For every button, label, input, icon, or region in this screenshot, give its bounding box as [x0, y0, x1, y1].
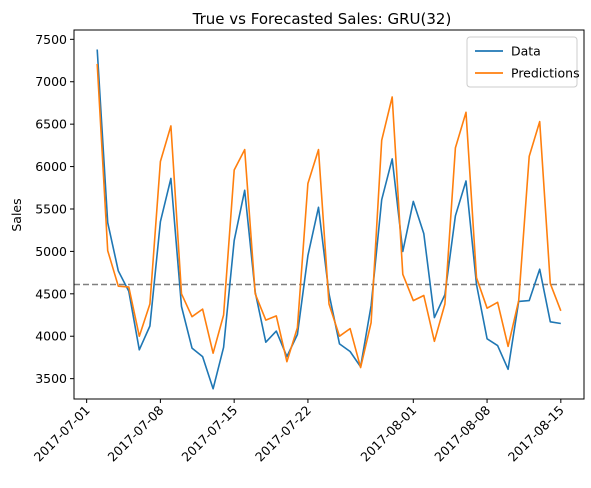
y-tick-label: 5500: [35, 201, 67, 216]
x-axis: 2017-07-01 2017-07-08 2017-07-15 2017-07-22…: [31, 399, 567, 464]
y-tick-label: 6000: [35, 159, 67, 174]
x-tick-label: 2017-07-15: [178, 403, 240, 465]
y-tick-label: 3500: [35, 371, 67, 386]
x-tick-label: 2017-07-22: [252, 403, 314, 465]
x-tick-label: 2017-08-01: [357, 403, 419, 465]
x-tick-label: 2017-07-01: [31, 403, 93, 465]
y-tick-label: 4500: [35, 286, 67, 301]
legend: Data Predictions: [467, 37, 580, 87]
x-tick-label: 2017-07-08: [105, 402, 167, 464]
chart-title: True vs Forecasted Sales: GRU(32): [192, 10, 452, 28]
legend-label-predictions: Predictions: [511, 66, 580, 81]
y-tick-label: 6500: [35, 117, 67, 132]
y-tick-label: 7000: [35, 74, 67, 89]
x-tick-label: 2017-08-08: [431, 402, 493, 464]
legend-label-data: Data: [511, 44, 541, 59]
y-axis: 3500 4000 4500 5000 5500 6000 6500 7000 7500: [35, 32, 74, 386]
x-tick-label: 2017-08-15: [505, 403, 567, 465]
y-axis-label: Sales: [9, 198, 24, 231]
y-tick-label: 7500: [35, 32, 67, 47]
y-tick-label: 5000: [35, 244, 67, 259]
y-tick-label: 4000: [35, 329, 67, 344]
